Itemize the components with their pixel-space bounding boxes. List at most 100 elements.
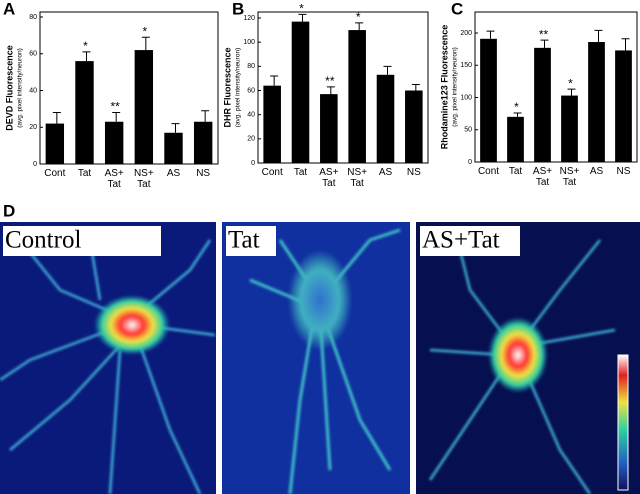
- y-tick-label: 200: [460, 30, 472, 37]
- y-tick-label: 80: [247, 63, 255, 70]
- significance-mark: *: [83, 39, 88, 53]
- image-label-box: [420, 226, 520, 256]
- y-tick-label: 20: [247, 136, 255, 143]
- error-bar: [486, 30, 495, 39]
- panel-label: D: [3, 201, 15, 220]
- x-tick-label: NS: [617, 166, 631, 177]
- bar: [615, 50, 632, 162]
- x-tick-label: NS+ Tat: [347, 167, 367, 189]
- error-bar: [594, 29, 603, 43]
- error-bar: [513, 112, 522, 117]
- error-bar: [112, 112, 121, 122]
- y-tick-label: 0: [468, 159, 472, 166]
- x-tick-label: Tat: [294, 167, 308, 178]
- bar: [534, 47, 551, 162]
- bar: [507, 116, 524, 162]
- y-axis-sublabel: (avg. pixel intensity/neuron): [17, 48, 24, 128]
- bar: [588, 42, 605, 162]
- bar: [45, 123, 65, 164]
- plot-frame: [257, 11, 429, 164]
- y-tick-label: 50: [464, 127, 472, 134]
- plot-frame: [39, 11, 219, 165]
- y-tick-label: 80: [29, 14, 37, 21]
- significance-mark: *: [356, 10, 361, 24]
- bar: [348, 30, 366, 164]
- significance-mark: **: [325, 74, 335, 88]
- x-tick-label: AS: [167, 168, 181, 179]
- error-bar: [540, 39, 549, 48]
- y-tick-label: 150: [460, 62, 472, 69]
- significance-mark: *: [142, 24, 147, 38]
- panel-label: C: [451, 0, 463, 18]
- image-label: Control: [5, 227, 81, 254]
- y-tick-label: 60: [29, 51, 37, 58]
- image-label: Tat: [228, 227, 260, 254]
- y-tick-label: 0: [33, 161, 37, 168]
- x-tick-label: AS+ Tat: [533, 166, 552, 188]
- significance-mark: *: [514, 100, 519, 114]
- bar: [320, 94, 338, 163]
- error-bar: [201, 110, 210, 122]
- error-bar: [621, 38, 630, 51]
- y-tick-label: 60: [247, 87, 255, 94]
- error-bar: [355, 22, 364, 31]
- x-tick-label: Tat: [78, 168, 92, 179]
- x-tick-label: NS: [407, 167, 421, 178]
- error-bar: [141, 36, 150, 51]
- x-tick-label: Cont: [478, 166, 499, 177]
- image-control: [0, 222, 216, 494]
- bar: [134, 50, 154, 165]
- x-tick-label: AS: [590, 166, 604, 177]
- bar: [104, 121, 124, 164]
- bar: [291, 21, 310, 163]
- plot-frame: [474, 11, 638, 163]
- image-as-tat: [416, 222, 640, 494]
- bar: [263, 85, 281, 163]
- y-tick-label: 100: [460, 94, 472, 101]
- y-tick-label: 100: [243, 39, 255, 46]
- x-tick-label: AS: [379, 167, 393, 178]
- image-label-box: [3, 226, 161, 256]
- panel-label: A: [3, 0, 15, 18]
- error-bar: [326, 86, 335, 95]
- y-axis-label: Rhodamine123 Fluorescence: [439, 25, 449, 150]
- image-tat: [222, 222, 410, 494]
- bar: [561, 95, 578, 162]
- x-tick-label: Cont: [44, 168, 65, 179]
- error-bar: [383, 65, 392, 75]
- error-bar: [411, 83, 420, 91]
- y-tick-label: 40: [247, 112, 255, 119]
- error-bar: [171, 123, 180, 133]
- x-tick-label: NS: [196, 168, 210, 179]
- image-label-box: [226, 226, 276, 256]
- bar: [75, 61, 94, 164]
- error-bar: [82, 51, 91, 62]
- y-axis-sublabel: (avg. pixel intensity/neuron): [235, 48, 242, 128]
- x-tick-label: NS+ Tat: [134, 168, 154, 190]
- y-tick-label: 40: [29, 87, 37, 94]
- image-label: AS+Tat: [422, 227, 500, 254]
- bar: [480, 38, 497, 162]
- y-tick-label: 20: [29, 124, 37, 131]
- significance-mark: *: [299, 2, 304, 16]
- error-bar: [567, 88, 576, 96]
- panel-label: B: [232, 0, 244, 18]
- x-tick-label: Tat: [509, 166, 523, 177]
- bar: [405, 90, 423, 163]
- bar: [376, 74, 395, 163]
- significance-mark: **: [110, 100, 120, 114]
- significance-mark: **: [539, 27, 549, 41]
- significance-mark: *: [568, 76, 573, 90]
- x-tick-label: AS+ Tat: [319, 167, 338, 189]
- y-tick-label: 0: [251, 160, 255, 167]
- bar: [193, 121, 213, 164]
- x-tick-label: AS+ Tat: [105, 168, 124, 190]
- error-bar: [270, 75, 279, 86]
- y-tick-label: 120: [243, 15, 255, 22]
- error-bar: [298, 13, 307, 22]
- y-axis-sublabel: (avg. pixel intensity/neuron): [452, 47, 459, 127]
- x-tick-label: Cont: [262, 167, 283, 178]
- error-bar: [52, 112, 61, 124]
- y-axis-label: DHR Fluorescence: [222, 47, 232, 127]
